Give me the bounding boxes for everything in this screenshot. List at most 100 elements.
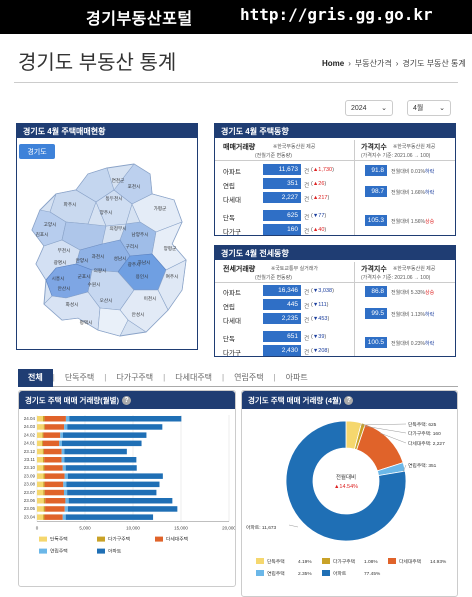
monthly-bar-chart[interactable]: 24.04 24.03 24.02 24.01 23.12 23.11 23.10 23.09… — [19, 411, 235, 587]
bar-segment[interactable] — [62, 465, 66, 471]
bar-segment[interactable] — [37, 457, 43, 463]
map-region-label[interactable]: 포천시 — [128, 183, 141, 189]
bar-segment[interactable] — [67, 489, 157, 496]
tab-2[interactable]: 단독주택 — [64, 372, 95, 382]
map-region-label[interactable]: 고양시 — [44, 221, 57, 227]
bar-segment[interactable] — [42, 432, 44, 438]
bar-segment[interactable] — [43, 481, 45, 488]
bar-segment[interactable] — [42, 448, 44, 455]
legend-label[interactable]: 다세대주택 — [166, 536, 188, 543]
month-select[interactable]: 4월 ⌄ — [407, 100, 451, 116]
bar-segment[interactable] — [65, 465, 137, 471]
bar-segment[interactable] — [65, 514, 154, 520]
map-region-label[interactable]: 양주시 — [100, 209, 113, 216]
bar-segment[interactable] — [37, 424, 44, 430]
pie-chart[interactable]: 전월대비 ▲14.54% 단독주택: 625 다가구주택: 160 다세대주택: 2,2… — [242, 411, 457, 597]
map-region-label[interactable]: 파주시 — [64, 201, 77, 208]
tab-6[interactable]: 아파트 — [285, 372, 308, 382]
bar-segment[interactable] — [67, 424, 163, 430]
bar-segment[interactable] — [61, 457, 65, 463]
map-region-label[interactable]: 양평군 — [164, 245, 177, 251]
bar-segment[interactable] — [37, 489, 44, 496]
tab-3[interactable]: 다가구주택 — [116, 372, 154, 382]
bar-segment[interactable] — [62, 514, 66, 520]
bar-segment[interactable] — [43, 489, 45, 496]
bar-segment[interactable] — [44, 457, 62, 463]
map-region-label[interactable]: 동두천시 — [106, 195, 123, 202]
bar-segment[interactable] — [64, 424, 68, 430]
legend-label[interactable]: 다가구주택 — [108, 536, 130, 543]
legend-label[interactable]: 아파트 — [108, 548, 122, 555]
map-region-label[interactable]: 수원시 — [88, 281, 101, 288]
bar-segment[interactable] — [60, 432, 63, 438]
bar-segment[interactable] — [43, 514, 45, 520]
map-region-label[interactable]: 하남시 — [138, 259, 151, 266]
legend-label[interactable]: 다세대주택 — [399, 558, 421, 565]
bar-segment[interactable] — [44, 473, 65, 479]
map-region-label[interactable]: 김포시 — [36, 231, 49, 237]
map-region-label[interactable]: 시흥시 — [52, 275, 65, 281]
legend-label[interactable]: 아파트 — [333, 570, 347, 577]
bar-segment[interactable] — [64, 506, 68, 512]
bar-segment[interactable] — [63, 481, 67, 488]
help-icon[interactable]: ? — [344, 395, 354, 405]
map-region-label[interactable]: 용인시 — [136, 273, 149, 279]
breadcrumb-home[interactable]: Home — [322, 59, 345, 68]
bar-segment[interactable] — [59, 440, 62, 447]
bar-segment[interactable] — [63, 489, 68, 496]
bar-segment[interactable] — [67, 473, 163, 479]
bar-segment[interactable] — [43, 416, 45, 422]
bar-segment[interactable] — [68, 498, 173, 504]
bar-segment[interactable] — [37, 448, 43, 455]
bar-segment[interactable] — [65, 498, 69, 504]
bar-segment[interactable] — [43, 448, 62, 455]
bar-segment[interactable] — [44, 465, 63, 471]
map-region-label[interactable]: 광명시 — [54, 259, 67, 265]
map-region-label[interactable]: 안성시 — [132, 311, 145, 317]
bar-segment[interactable] — [37, 465, 44, 471]
bar-segment[interactable] — [37, 514, 44, 520]
bar-segment[interactable] — [61, 448, 65, 455]
bar-segment[interactable] — [37, 506, 44, 512]
pie-slice[interactable] — [285, 420, 407, 542]
map-region-label[interactable]: 성남시 — [114, 255, 127, 261]
bar-segment[interactable] — [45, 498, 66, 504]
help-icon[interactable]: ? — [122, 395, 132, 405]
map-region-label[interactable]: 이천시 — [144, 295, 157, 302]
bar-segment[interactable] — [66, 481, 160, 488]
map-region-label[interactable]: 과천시 — [92, 253, 105, 260]
bar-segment[interactable] — [62, 432, 147, 438]
bar-segment[interactable] — [37, 498, 44, 504]
bar-segment[interactable] — [37, 440, 42, 447]
bar-segment[interactable] — [65, 416, 70, 422]
bar-segment[interactable] — [64, 448, 127, 455]
bar-segment[interactable] — [43, 432, 61, 438]
bar-segment[interactable] — [69, 416, 182, 422]
bar-segment[interactable] — [42, 440, 60, 447]
map-region-label[interactable]: 화성시 — [66, 301, 79, 308]
site-brand[interactable]: 경기부동산포털 — [86, 11, 193, 28]
bar-segment[interactable] — [37, 473, 44, 479]
legend-label[interactable]: 연립주택 — [50, 548, 68, 555]
map-region-label[interactable]: 안양시 — [76, 257, 89, 263]
bar-segment[interactable] — [43, 506, 46, 512]
bar-segment[interactable] — [44, 481, 64, 488]
tab-5[interactable]: 연립주택 — [234, 372, 264, 382]
map-region-label[interactable]: 남양주시 — [132, 231, 149, 238]
legend-label[interactable]: 연립주택 — [267, 570, 285, 577]
bar-segment[interactable] — [64, 473, 68, 479]
tab-1[interactable]: 전체 — [18, 368, 53, 387]
bar-segment[interactable] — [44, 514, 63, 520]
bar-segment[interactable] — [37, 416, 43, 422]
bar-segment[interactable] — [44, 416, 66, 422]
map-region-label[interactable]: 평택시 — [80, 319, 93, 326]
bar-segment[interactable] — [64, 457, 137, 463]
bar-segment[interactable] — [44, 424, 65, 430]
year-select[interactable]: 2024 ⌄ — [345, 100, 393, 116]
bar-segment[interactable] — [61, 440, 142, 447]
bar-segment[interactable] — [42, 457, 45, 463]
bar-segment[interactable] — [45, 506, 65, 512]
bar-segment[interactable] — [43, 465, 45, 471]
map-region-label[interactable]: 가평군 — [154, 205, 167, 212]
